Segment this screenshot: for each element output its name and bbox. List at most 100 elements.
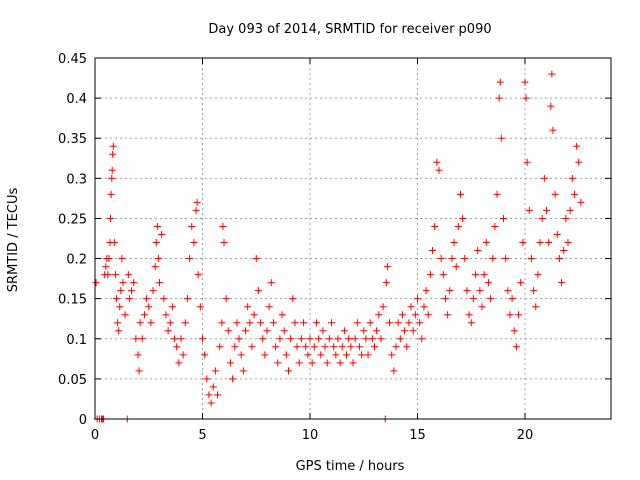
data-point [454,222,462,230]
data-point [278,311,286,319]
data-point [211,367,219,375]
data-point [162,311,170,319]
data-point [119,279,127,287]
data-point [190,239,198,247]
data-point [388,351,396,359]
data-point [125,295,133,303]
data-point [504,287,512,295]
data-point [480,271,488,279]
data-point [140,311,148,319]
data-point [517,279,525,287]
data-point [308,359,316,367]
data-point [229,375,237,383]
data-point [263,327,271,335]
data-point [113,295,120,303]
data-point [448,255,456,263]
data-point [573,142,581,150]
data-point [459,214,467,222]
data-point [523,158,531,166]
data-point [396,335,404,343]
data-point [343,351,351,359]
data-point [128,287,136,295]
data-point [347,343,355,351]
x-tick-label: 15 [409,428,426,443]
data-point [418,335,426,343]
data-point [383,263,391,271]
data-point [171,335,179,343]
data-point [224,327,232,335]
data-point [530,287,538,295]
data-point [386,319,394,327]
data-point [461,255,469,263]
data-point [135,367,143,375]
data-point [116,303,124,311]
data-point [154,255,162,263]
data-point [366,319,374,327]
data-point [564,239,572,247]
data-point [431,222,439,230]
data-point [452,263,460,271]
data-point [175,359,183,367]
data-point [336,359,344,367]
data-point [192,206,200,214]
data-point [287,335,295,343]
data-point [351,335,359,343]
data-point [450,239,458,247]
data-point [568,174,576,182]
y-tick-label: 0.4 [66,92,87,107]
data-point [312,319,320,327]
data-point [196,303,204,311]
data-point [107,190,115,198]
data-point [555,255,563,263]
data-point [416,319,424,327]
data-point [173,343,181,351]
y-tick-label: 0.45 [58,52,87,67]
data-point [267,279,275,287]
data-point [109,142,117,150]
data-point [92,279,100,287]
data-point [201,351,209,359]
data-point [500,214,507,222]
data-point [216,343,224,351]
data-point [147,319,155,327]
data-point [540,174,548,182]
data-point [515,311,523,319]
data-point [429,247,437,255]
y-tick-label: 0.35 [58,132,87,147]
data-point [272,343,280,351]
data-point [323,359,331,367]
data-point [115,327,123,335]
data-point [570,190,578,198]
data-point [538,214,546,222]
data-point [259,335,267,343]
data-point [508,295,516,303]
data-point [548,70,556,78]
data-point [235,335,243,343]
data-point [265,303,273,311]
data-point [117,287,125,295]
data-point [219,222,227,230]
data-point [474,247,482,255]
data-point [558,279,566,287]
data-point [261,351,269,359]
data-point [545,239,553,247]
data-point [465,311,473,319]
data-point [362,335,370,343]
data-point [401,327,409,335]
data-point [332,351,340,359]
x-axis-label: GPS time / hours [296,459,405,474]
data-point [476,287,484,295]
data-point [124,271,132,279]
data-point [186,255,194,263]
data-point [274,359,282,367]
data-point [532,303,540,311]
data-point [179,351,187,359]
data-point [199,335,206,343]
data-point [510,327,518,335]
data-point [375,311,383,319]
data-point [239,367,247,375]
data-point [282,351,290,359]
y-tick-label: 0.1 [66,333,87,348]
data-point [106,214,114,222]
data-point [156,279,163,287]
